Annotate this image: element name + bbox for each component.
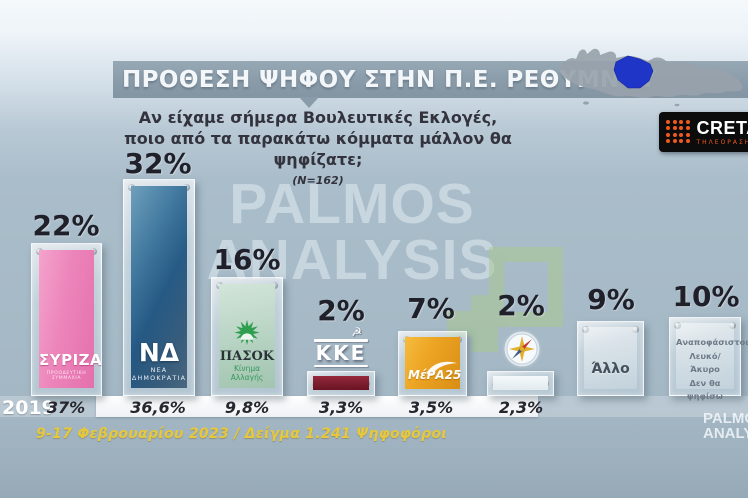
results-2019-label: 2019 — [2, 397, 55, 419]
bar-mera25: ΜέΡΑ25 — [398, 331, 467, 396]
bar-value-mera25: 7% — [407, 292, 455, 325]
sample-size: (N=162) — [292, 174, 344, 187]
creta-tv-logo: CRETA ΤΗΛΕΟΡΑΣΗ — [659, 112, 748, 152]
bar-value-pasok: 16% — [213, 243, 281, 276]
crete-map — [559, 48, 743, 107]
bar-value-syriza: 22% — [32, 209, 100, 242]
result-2019-plefsi: 2,3% — [498, 398, 544, 417]
hammer-sickle-icon: ☭ — [351, 325, 362, 339]
mera25-logo: ΜέΡΑ25 — [405, 355, 461, 385]
nea-dimokratia-logo: ΝΔ ΝΕΑ ΔΗΜΟΚΡΑΤΙΑ — [131, 338, 187, 382]
mera25-bird-icon — [425, 361, 458, 375]
channel-name: CRETA — [696, 117, 748, 138]
result-2019-syriza: 37% — [46, 398, 86, 417]
result-2019-pasok: 9,8% — [224, 398, 270, 417]
pasok-sun-icon — [234, 319, 260, 346]
bar-nea-dimokratia: ΝΔ ΝΕΑ ΔΗΜΟΚΡΑΤΙΑ — [123, 179, 195, 396]
result-2019-mera25: 3,5% — [408, 398, 454, 417]
compass-icon — [502, 329, 542, 369]
rethymno-region-highlight — [613, 55, 654, 89]
bar-kke — [307, 371, 375, 396]
survey-question: Αν είχαμε σήμερα Βουλευτικές Εκλογές, πο… — [90, 107, 546, 187]
question-line-1: Αν είχαμε σήμερα Βουλευτικές Εκλογές, — [138, 108, 498, 127]
kke-logo: ☭ ΚΚΕ — [312, 325, 370, 368]
result-2019-kke: 3,3% — [318, 398, 364, 417]
result-2019-nd: 36,6% — [130, 398, 186, 417]
undecided-label: Αναποφάσιστοι Λευκό/Άκυρο Δεν θα ψηφίσω — [676, 337, 748, 401]
syriza-logo: ΣΥΡΙΖΑ ΠΡΟΟΔΕΥΤΙΚΗ ΣΥΜΜΑΧΙΑ — [39, 351, 103, 381]
banner-pointer — [299, 97, 319, 108]
bar-plefsi-eleftherias — [487, 371, 554, 396]
bar-other: Άλλο — [577, 321, 644, 396]
pasok-logo: ΠΑΣΟΚ Κίνημα Αλλαγής — [219, 319, 275, 382]
bar-syriza: ΣΥΡΙΖΑ ΠΡΟΟΔΕΥΤΙΚΗ ΣΥΜΜΑΧΙΑ — [31, 243, 102, 396]
creta-dots-icon — [666, 119, 691, 145]
bar-undecided: Αναποφάσιστοι Λευκό/Άκυρο Δεν θα ψηφίσω — [669, 317, 748, 401]
palmos-corner-brand: PALMOS ANALYSIS — [703, 410, 748, 442]
channel-subtitle: ΤΗΛΕΟΡΑΣΗ — [696, 138, 748, 146]
results-2019-strip — [96, 396, 538, 417]
fieldwork-note: 9-17 Φεβρουαρίου 2023 / Δείγμα 1.241 Ψηφ… — [36, 426, 448, 442]
bar-value-kke: 2% — [317, 294, 365, 327]
bar-value-plefsi: 2% — [497, 289, 545, 322]
bar-value-nd: 32% — [124, 147, 192, 180]
question-line-2: ποιο από τα παρακάτω κόμματα μάλλον θα ψ… — [124, 129, 512, 169]
palmos-watermark: PALMOS ANALYSIS — [206, 172, 498, 292]
bar-value-other: 9% — [587, 283, 635, 316]
other-label: Άλλο — [591, 361, 630, 377]
bar-value-undecided: 10% — [672, 280, 740, 313]
bar-pasok: ΠΑΣΟΚ Κίνημα Αλλαγής — [211, 277, 283, 396]
